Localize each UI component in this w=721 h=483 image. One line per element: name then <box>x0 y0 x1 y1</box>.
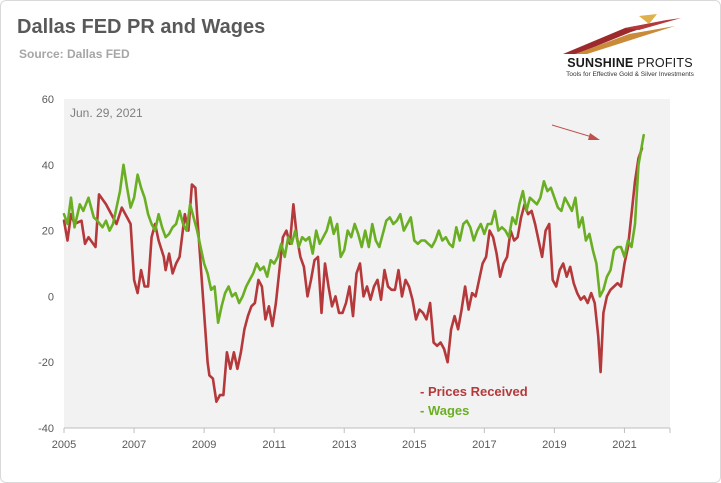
x-axis: 2005 2007 2009 2011 2013 2015 2017 2019 2021 <box>52 428 671 451</box>
x-tick-label: 2007 <box>122 439 146 451</box>
y-tick-label: 20 <box>42 226 54 238</box>
y-tick-label: -20 <box>38 357 54 369</box>
plot-area <box>64 99 670 428</box>
y-tick-label: 40 <box>42 160 54 172</box>
x-tick-label: 2011 <box>262 439 286 451</box>
trend-arrow <box>551 124 593 138</box>
sunshine-profits-logo: SUNSHINE PROFITS Tools for Effective Gol… <box>555 14 705 84</box>
chart-title: Dallas FED PR and Wages <box>17 16 266 38</box>
x-tick-label: 2015 <box>402 439 426 451</box>
y-tick-label: -40 <box>38 423 54 435</box>
x-tick-label: 2017 <box>472 439 496 451</box>
legend-prices-received: - Prices Received <box>420 384 528 399</box>
x-tick-label: 2005 <box>52 439 76 451</box>
x-tick-label: 2013 <box>332 439 356 451</box>
x-tick-label: 2021 <box>612 439 636 451</box>
logo-tagline: Tools for Effective Gold & Silver Invest… <box>566 71 694 78</box>
logo-name: SUNSHINE PROFITS <box>567 56 693 70</box>
x-tick-label: 2019 <box>542 439 566 451</box>
legend-wages: - Wages <box>420 403 469 418</box>
prices-received-line <box>62 147 644 404</box>
logo-swoosh-icon <box>563 14 681 54</box>
trend-arrow-head <box>588 133 600 140</box>
chart-subtitle: Source: Dallas FED <box>19 47 130 61</box>
y-axis: 60 40 20 0 -20 -40 <box>38 94 54 435</box>
wages-line <box>62 133 646 325</box>
x-tick-label: 2009 <box>192 439 216 451</box>
series-lines <box>62 133 646 404</box>
y-tick-label: 0 <box>48 291 54 303</box>
y-tick-label: 60 <box>42 94 54 106</box>
date-annotation: Jun. 29, 2021 <box>70 106 143 120</box>
